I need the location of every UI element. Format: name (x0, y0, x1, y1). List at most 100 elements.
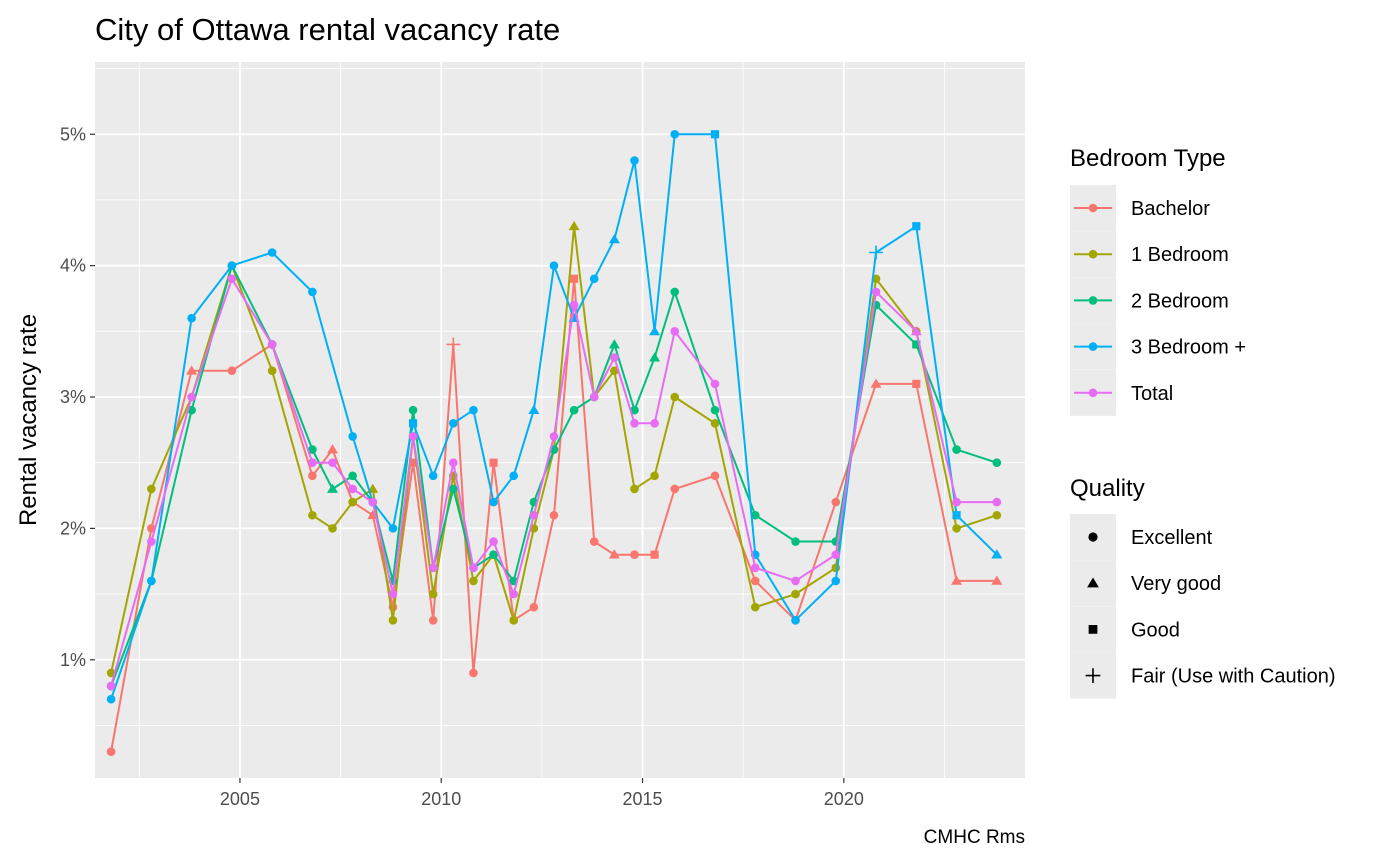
data-point (186, 365, 198, 375)
series-line (110, 278, 997, 752)
data-point (570, 274, 579, 283)
data-point (449, 484, 458, 494)
data-point (388, 589, 398, 599)
axes: 2005 2010 2015 2020 1% 2% 3% 4% 5% (60, 124, 864, 809)
data-point (649, 352, 661, 362)
color-legend-label: 1 Bedroom (1131, 244, 1229, 266)
data-point (489, 458, 498, 467)
data-point (710, 130, 720, 139)
data-point (871, 287, 881, 297)
data-point (469, 668, 478, 678)
data-point (952, 524, 961, 533)
series-total (106, 274, 1002, 691)
data-point (348, 497, 357, 507)
data-point (469, 576, 478, 586)
data-point (952, 511, 961, 520)
series-line (110, 262, 998, 687)
data-point (791, 576, 800, 586)
data-point (952, 445, 961, 454)
data-point (187, 392, 196, 402)
data-point (870, 378, 882, 388)
data-point (489, 537, 498, 546)
data-point (267, 366, 277, 376)
data-point (328, 524, 337, 533)
data-point (308, 471, 317, 481)
data-point (106, 681, 116, 691)
data-point (791, 537, 800, 546)
data-point (469, 405, 478, 415)
data-point (610, 353, 619, 362)
data-point (610, 366, 619, 376)
data-point (368, 497, 378, 507)
data-point (509, 471, 519, 481)
data-point (106, 747, 116, 757)
data-point (327, 444, 339, 454)
shape-legend-label: Very good (1131, 573, 1221, 595)
data-point (912, 222, 921, 231)
data-point (408, 419, 418, 428)
data-point (428, 563, 438, 573)
legend-key-point (1088, 388, 1098, 398)
data-point (910, 325, 922, 336)
data-point (649, 325, 661, 336)
y-tick-label: 2% (60, 518, 86, 538)
data-point (509, 589, 519, 599)
data-point (831, 550, 841, 559)
x-tick-label: 2005 (220, 789, 260, 809)
data-point (630, 550, 639, 559)
data-point (991, 549, 1003, 559)
data-point (549, 510, 559, 520)
data-point (106, 694, 116, 704)
data-point (489, 497, 498, 507)
data-point (147, 484, 156, 494)
data-point (147, 537, 156, 546)
data-point (670, 392, 680, 402)
data-point (187, 313, 196, 323)
data-point (912, 379, 921, 388)
data-point (831, 497, 841, 507)
data-point (951, 575, 963, 585)
data-point (446, 337, 461, 352)
plot-panel (95, 62, 1025, 778)
data-point (408, 458, 418, 467)
data-point (670, 484, 680, 494)
data-point (869, 245, 883, 260)
x-tick-label: 2020 (824, 789, 864, 809)
data-point (549, 432, 559, 441)
data-point (549, 261, 559, 270)
data-point (569, 405, 579, 415)
data-point (528, 404, 540, 415)
legend-shape-plus (1085, 668, 1101, 683)
data-point (348, 484, 357, 494)
chart-caption: CMHC Rms (924, 827, 1025, 848)
chart-title: City of Ottawa rental vacancy rate (95, 12, 560, 47)
data-point (308, 287, 317, 297)
color-legend-label: Bachelor (1131, 198, 1210, 220)
data-point (992, 458, 1002, 467)
data-point (991, 575, 1003, 585)
series-3-bedroom (106, 129, 1003, 704)
data-point (670, 287, 680, 297)
data-point (328, 458, 337, 467)
y-tick-label: 4% (60, 256, 86, 276)
data-point (408, 432, 418, 441)
data-point (569, 300, 579, 310)
shape-legend-title: Quality (1070, 475, 1145, 502)
data-point (992, 497, 1002, 507)
color-legend-label: Total (1131, 383, 1173, 405)
data-point (750, 563, 760, 573)
data-point (308, 445, 317, 454)
data-point (630, 418, 639, 428)
data-point (267, 248, 277, 257)
data-point (489, 550, 498, 559)
data-point (227, 261, 237, 270)
data-point (308, 510, 317, 520)
legend-shape-triangle (1087, 577, 1099, 588)
data-point (348, 432, 357, 441)
x-tick-label: 2015 (623, 789, 663, 809)
shape-legend-label: Fair (Use with Caution) (1131, 666, 1336, 688)
y-tick-label: 5% (60, 124, 86, 144)
data-point (650, 418, 659, 428)
y-axis-title: Rental vacancy rate (15, 314, 42, 526)
